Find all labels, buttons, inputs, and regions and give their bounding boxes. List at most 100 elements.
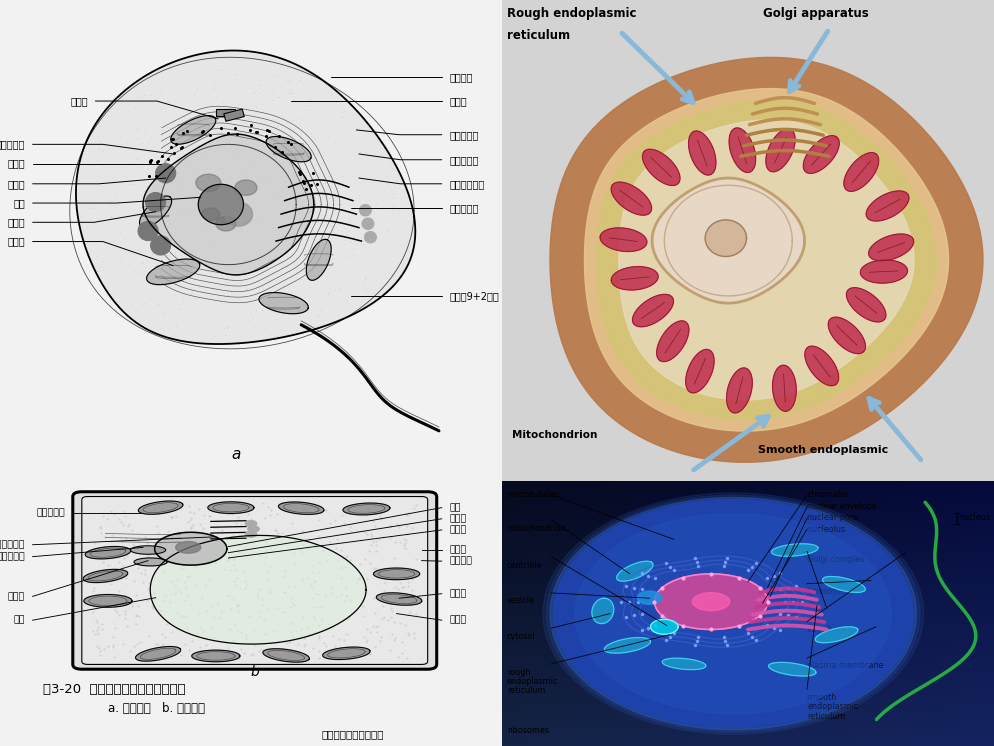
Point [327, 205, 343, 217]
Point [251, 79, 267, 91]
Point [154, 124, 170, 136]
Point [186, 90, 202, 101]
Point [164, 186, 180, 198]
Point [215, 231, 231, 243]
Point [250, 87, 266, 98]
Point [164, 121, 180, 133]
Point [103, 211, 119, 223]
Point [329, 276, 345, 288]
Text: cytosol: cytosol [507, 632, 536, 641]
Text: 高尔基复合体: 高尔基复合体 [0, 540, 25, 549]
Point [171, 309, 187, 321]
Circle shape [156, 163, 176, 183]
Point [284, 327, 300, 339]
Point [211, 259, 227, 271]
Point [132, 245, 148, 257]
Point [261, 277, 277, 289]
Point [363, 188, 379, 200]
Point [167, 247, 183, 259]
Polygon shape [861, 260, 908, 283]
Point [198, 97, 214, 109]
Point [282, 75, 298, 87]
Point [313, 157, 329, 169]
Point [205, 263, 221, 275]
Point [244, 313, 259, 325]
Point [338, 251, 354, 263]
Point [290, 74, 306, 86]
Point [279, 251, 295, 263]
Polygon shape [772, 366, 796, 411]
Point [207, 161, 223, 173]
Point [288, 87, 304, 99]
Point [301, 93, 317, 104]
Point [109, 191, 125, 203]
Point [342, 212, 358, 224]
Point [230, 250, 246, 262]
Text: 高尔基复合体: 高尔基复合体 [449, 179, 484, 189]
Text: 第二页，共二十四页。: 第二页，共二十四页。 [321, 729, 384, 739]
Point [311, 233, 327, 245]
Point [179, 174, 195, 186]
Point [185, 283, 201, 295]
Circle shape [145, 192, 166, 212]
Point [114, 165, 130, 177]
Point [303, 93, 319, 105]
Point [221, 133, 237, 145]
Point [176, 294, 192, 306]
Point [171, 195, 187, 207]
Point [348, 125, 364, 137]
Polygon shape [771, 544, 818, 557]
Point [123, 134, 139, 145]
Point [253, 333, 269, 345]
Point [113, 104, 129, 116]
Text: lysosome: lysosome [807, 587, 845, 596]
Point [322, 102, 338, 114]
Polygon shape [377, 593, 421, 605]
Point [364, 269, 380, 280]
Point [282, 251, 298, 263]
Point [339, 296, 355, 308]
Point [266, 186, 282, 198]
Point [263, 231, 279, 243]
Point [134, 257, 150, 269]
Point [142, 295, 158, 307]
Polygon shape [323, 647, 370, 659]
Point [288, 305, 304, 317]
Point [356, 277, 372, 289]
Polygon shape [611, 182, 652, 215]
Point [308, 98, 324, 110]
Text: 糖面内质网: 糖面内质网 [449, 203, 479, 213]
Point [109, 233, 125, 245]
Polygon shape [554, 500, 912, 727]
Point [277, 90, 293, 102]
Point [167, 236, 183, 248]
Point [287, 157, 303, 169]
Point [148, 295, 164, 307]
Point [257, 194, 273, 206]
Text: 溶酶体: 溶酶体 [8, 217, 25, 228]
Point [215, 63, 231, 75]
Point [140, 204, 156, 216]
Point [366, 216, 382, 228]
Point [287, 134, 303, 146]
Text: reticulum: reticulum [507, 686, 546, 695]
Point [163, 204, 179, 216]
Point [312, 305, 328, 317]
Point [300, 214, 316, 226]
Point [269, 157, 285, 169]
Point [219, 322, 235, 334]
Point [169, 150, 185, 162]
Point [305, 302, 321, 314]
Point [356, 176, 372, 188]
Point [293, 76, 309, 88]
Point [83, 191, 99, 203]
Point [228, 279, 244, 291]
Point [326, 226, 342, 238]
Text: nuclear envelope: nuclear envelope [807, 502, 877, 511]
Point [353, 237, 369, 249]
Point [135, 257, 151, 269]
Point [150, 145, 166, 157]
Point [248, 101, 264, 113]
Text: 核糖体: 核糖体 [449, 96, 467, 106]
Point [260, 95, 276, 107]
